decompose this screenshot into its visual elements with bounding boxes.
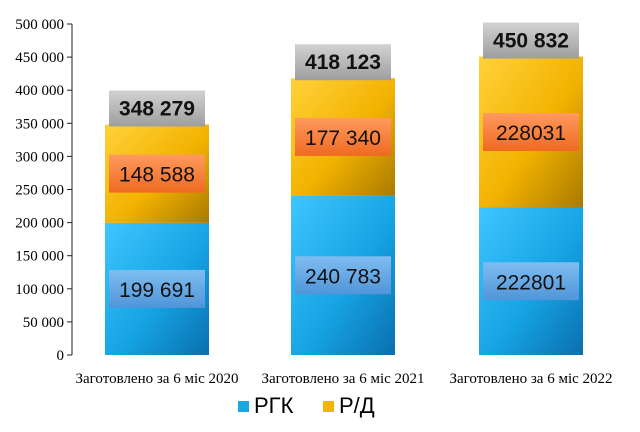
total-label: 450 832 — [493, 30, 569, 53]
legend-label: РГК — [254, 393, 294, 418]
value-label-box — [295, 256, 391, 295]
legend-swatch — [238, 401, 249, 412]
value-label: 177 340 — [305, 127, 381, 150]
y-tick-label: 400 000 — [15, 83, 64, 99]
y-tick-label: 200 000 — [15, 216, 64, 232]
value-label: 240 783 — [305, 265, 381, 288]
y-tick-label: 100 000 — [15, 282, 64, 298]
legend: РГК Р/Д — [238, 393, 375, 418]
value-label-box — [109, 154, 205, 193]
value-label: 228031 — [496, 122, 566, 145]
y-tick-label: 500 000 — [15, 17, 64, 33]
value-label: 199 691 — [119, 279, 195, 302]
legend-swatch — [323, 401, 334, 412]
value-label-box — [483, 262, 579, 301]
category-label: Заготовлено за 6 міс 2020 — [75, 371, 238, 387]
x-axis-labels: Заготовлено за 6 міс 2020 Заготовлено за … — [75, 371, 612, 387]
category-label: Заготовлено за 6 міс 2021 — [261, 371, 424, 387]
category-label: Заготовлено за 6 міс 2022 — [449, 371, 612, 387]
total-label-box — [109, 90, 205, 127]
y-tick-label: 0 — [57, 348, 65, 364]
y-tick-label: 250 000 — [15, 183, 64, 199]
total-label-box — [295, 44, 391, 81]
value-label-box — [483, 113, 579, 152]
value-label: 148 588 — [119, 164, 195, 187]
total-label: 418 123 — [305, 51, 381, 74]
y-tick-label: 350 000 — [15, 116, 64, 132]
y-axis: 0 50 000 100 000 150 000 200 000 250 000 300 0… — [15, 17, 73, 364]
data-labels: 199 691 148 588 348 279 240 783 177 340 418 1… — [109, 22, 579, 308]
value-label-box — [295, 117, 391, 156]
value-label: 222801 — [496, 271, 566, 294]
total-label: 348 279 — [119, 97, 195, 120]
y-tick-label: 300 000 — [15, 149, 64, 165]
y-tick-label: 450 000 — [15, 50, 64, 66]
y-tick-label: 150 000 — [15, 249, 64, 265]
legend-label: Р/Д — [339, 393, 375, 418]
total-label-box — [483, 22, 579, 59]
y-tick-label: 50 000 — [23, 315, 64, 331]
value-label-box — [109, 269, 205, 308]
